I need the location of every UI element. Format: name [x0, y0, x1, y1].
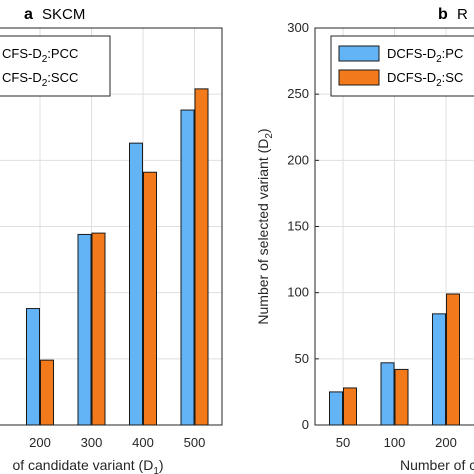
y-tick-label: 250 [287, 86, 309, 101]
bar-DCFS-D2:SCC-200 [446, 293, 460, 426]
bar-DCFS-D2:PCC-400 [129, 142, 143, 426]
y-tick-label: 100 [287, 285, 309, 300]
x-axis-label: Number of candi [400, 457, 474, 473]
bar-DCFS-D2:SCC-300 [91, 232, 106, 426]
y-tick-label: 150 [287, 219, 309, 234]
legend: CFS-D2:PCC CFS-D2:SCC [0, 35, 111, 97]
legend-swatch-DCFS-D2:PCC [338, 45, 380, 62]
x-tick-label: 50 [336, 435, 350, 450]
legend-box [330, 35, 474, 97]
panel-letter: b [438, 6, 448, 23]
panel-title: SKCM [42, 6, 85, 23]
y-tick-label: 300 [287, 20, 309, 35]
bar-DCFS-D2:SCC-400 [143, 171, 157, 426]
bar-DCFS-D2:SCC-100 [394, 368, 409, 426]
legend-swatch-DCFS-D2:SCC [338, 69, 380, 86]
y-tick-label: 200 [287, 152, 309, 167]
x-tick-label: 200 [435, 435, 457, 450]
bar-DCFS-D2:PCC-100 [380, 362, 395, 426]
legend: DCFS-D2:PC DCFS-D2:SC [330, 35, 474, 97]
legend-label-DCFS-D2:PCC: DCFS-D2:PC [387, 46, 463, 65]
x-tick-label: 300 [81, 435, 103, 450]
chart-panel-b: 0 50 100 150 200 250 300 50 100 200 bR Number of ca… [255, 6, 474, 473]
x-tick-label: 100 [384, 435, 406, 450]
bar-DCFS-D2:SCC-500 [194, 88, 209, 426]
bar-DCFS-D2:PCC-200 [26, 308, 40, 426]
panel-letter: a [24, 6, 33, 23]
y-axis-label: Number of selected variant (D2) [255, 128, 275, 324]
bar-DCFS-D2:SCC-50 [343, 387, 357, 426]
bar-DCFS-D2:PCC-50 [329, 391, 343, 426]
legend-label-DCFS-D2:SCC: CFS-D2:SCC [2, 70, 78, 89]
legend-box [0, 35, 111, 97]
x-axis-label: of candidate variant (D1) [12, 457, 163, 474]
x-tick-label: 200 [29, 435, 51, 450]
legend-label-DCFS-D2:SCC: DCFS-D2:SC [387, 70, 463, 89]
chart-panel-a: 200 300 400 500 a SKCM of candidate variant (D… [0, 6, 223, 474]
panel-title: R [457, 6, 468, 23]
x-tick-label: 500 [184, 435, 206, 450]
y-tick-label: 0 [302, 417, 309, 432]
legend-label-DCFS-D2:PCC: CFS-D2:PCC [2, 46, 78, 65]
bar-DCFS-D2:SCC-200 [40, 359, 54, 426]
bar-DCFS-D2:PCC-300 [77, 233, 92, 426]
y-tick-label: 50 [295, 351, 309, 366]
bar-DCFS-D2:PCC-500 [180, 109, 195, 426]
bar-DCFS-D2:PCC-200 [432, 313, 446, 426]
x-tick-label: 400 [132, 435, 154, 450]
